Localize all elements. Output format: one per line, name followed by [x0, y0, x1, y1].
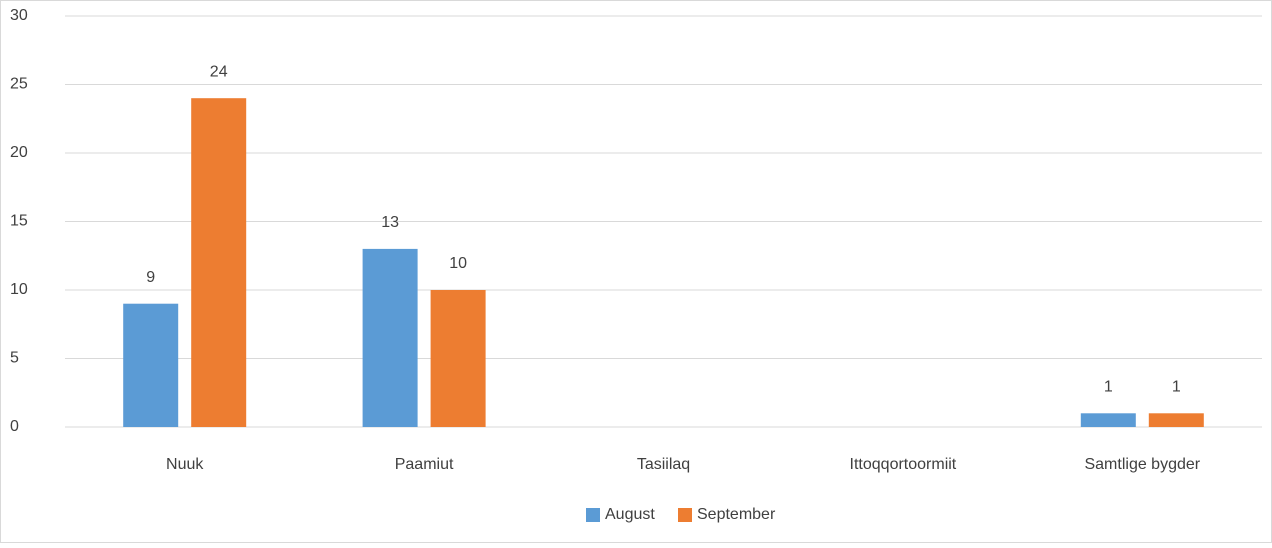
y-tick-label: 20 [10, 144, 28, 161]
legend-label: September [697, 506, 776, 523]
x-tick-label: Samtlige bygder [1084, 456, 1200, 473]
y-tick-label: 5 [10, 350, 19, 367]
bar [362, 248, 418, 427]
bar [123, 303, 179, 427]
data-label: 9 [146, 269, 155, 286]
bar [1148, 413, 1204, 427]
data-label: 24 [210, 63, 228, 80]
bar [1080, 413, 1136, 427]
x-tick-label: Paamiut [395, 456, 454, 473]
legend-swatch [678, 508, 692, 522]
data-label: 10 [449, 255, 467, 272]
data-label: 13 [381, 214, 399, 231]
y-tick-label: 25 [10, 76, 28, 93]
data-label: 1 [1172, 379, 1181, 396]
x-tick-label: Nuuk [166, 456, 204, 473]
legend-swatch [586, 508, 600, 522]
y-tick-label: 15 [10, 213, 28, 230]
x-tick-label: Ittoqqortoormiit [850, 456, 957, 473]
bar [430, 290, 486, 427]
data-label: 1 [1104, 379, 1113, 396]
legend-label: August [605, 506, 655, 523]
y-tick-label: 10 [10, 281, 28, 298]
y-tick-label: 30 [10, 7, 28, 24]
x-tick-label: Tasiilaq [637, 456, 690, 473]
y-tick-label: 0 [10, 418, 19, 435]
bar [191, 98, 247, 427]
